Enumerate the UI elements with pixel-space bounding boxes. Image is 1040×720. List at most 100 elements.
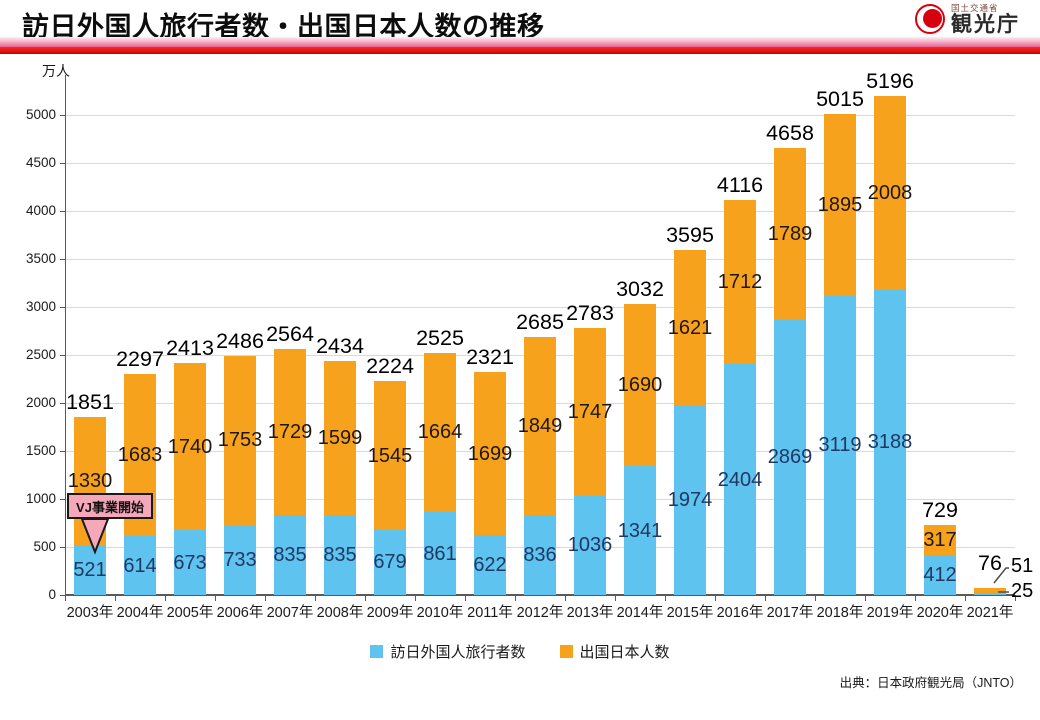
x-axis-line bbox=[65, 594, 1015, 596]
x-axis-label-2007年: 2007年 bbox=[266, 605, 314, 621]
value-label-inbound-2017年: 2869 bbox=[767, 446, 813, 469]
y-tick-4500 bbox=[60, 163, 65, 164]
value-label-outbound-2010年: 1664 bbox=[417, 421, 463, 444]
x-axis-label-2005年: 2005年 bbox=[166, 605, 214, 621]
x-axis-label-2006年: 2006年 bbox=[216, 605, 264, 621]
value-label-outbound-2005年: 1740 bbox=[167, 435, 213, 458]
value-label-inbound-2015年: 1974 bbox=[667, 489, 713, 512]
value-label-outbound-2011年: 1699 bbox=[467, 442, 513, 465]
bar-2014年-outbound bbox=[624, 304, 656, 467]
x-axis-label-2017年: 2017年 bbox=[766, 605, 814, 621]
legend-label-outbound: 出国日本人数 bbox=[579, 644, 670, 661]
bar-2011年-inbound bbox=[474, 535, 506, 595]
bar-2007年-outbound bbox=[274, 348, 306, 515]
agency-label: 観光庁 bbox=[951, 12, 1020, 36]
total-label-2016年: 4116 bbox=[716, 172, 764, 197]
bar-2020年-outbound bbox=[924, 525, 956, 556]
bar-2008年-outbound bbox=[324, 361, 356, 515]
x-tick-0 bbox=[65, 595, 66, 601]
value-label-outbound-2008年: 1599 bbox=[317, 427, 363, 450]
callout-leader-lines bbox=[993, 567, 1009, 593]
gridline-5000 bbox=[65, 115, 1015, 116]
value-label-outbound-2018年: 1895 bbox=[817, 193, 863, 216]
x-tick-15 bbox=[815, 595, 816, 601]
value-label-inbound-2011年: 622 bbox=[473, 554, 507, 577]
bar-2015年-outbound bbox=[674, 249, 706, 406]
value-label-inbound-2009年: 679 bbox=[373, 551, 407, 574]
total-label-2018年: 5015 bbox=[816, 86, 864, 111]
total-label-2011年: 2321 bbox=[466, 345, 514, 370]
bar-2012年-inbound bbox=[524, 514, 556, 595]
value-label-outbound-2007年: 1729 bbox=[267, 420, 313, 443]
value-label-inbound-2018年: 3119 bbox=[818, 434, 862, 457]
bar-2004年-inbound bbox=[124, 536, 156, 595]
total-label-2013年: 2783 bbox=[566, 300, 614, 325]
y-tick-label-500: 500 bbox=[33, 539, 56, 554]
x-axis-label-2016年: 2016年 bbox=[716, 605, 764, 621]
gridline-4000 bbox=[65, 211, 1015, 212]
bar-2020年-inbound bbox=[924, 555, 956, 595]
value-label-outbound-2009年: 1545 bbox=[367, 444, 413, 467]
total-label-2003年: 1851 bbox=[66, 390, 114, 415]
y-tick-label-3500: 3500 bbox=[25, 251, 56, 266]
y-tick-1500 bbox=[60, 451, 65, 452]
value-label-outbound-2015年: 1621 bbox=[667, 316, 713, 339]
total-label-2009年: 2224 bbox=[366, 354, 414, 379]
bar-2016年-inbound bbox=[724, 364, 756, 595]
x-tick-4 bbox=[265, 595, 266, 601]
y-tick-2000 bbox=[60, 403, 65, 404]
total-label-2005年: 2413 bbox=[166, 336, 214, 361]
bar-2006年-outbound bbox=[224, 356, 256, 525]
gridline-3500 bbox=[65, 259, 1015, 260]
value-label-inbound-2003年: 521 bbox=[73, 558, 107, 581]
bar-2013年-outbound bbox=[574, 327, 606, 496]
jta-logo: 国土交通省 観光庁 bbox=[911, 3, 1024, 36]
y-tick-5000 bbox=[60, 115, 65, 116]
x-tick-17 bbox=[915, 595, 916, 601]
bar-2005年-outbound bbox=[174, 363, 206, 531]
x-tick-3 bbox=[215, 595, 216, 601]
y-tick-label-0: 0 bbox=[48, 587, 56, 602]
bar-2018年-outbound bbox=[824, 113, 856, 296]
x-tick-16 bbox=[865, 595, 866, 601]
y-tick-label-4500: 4500 bbox=[25, 155, 56, 170]
total-label-2006年: 2486 bbox=[216, 329, 264, 354]
value-label-inbound-2020年: 412 bbox=[923, 564, 957, 587]
bar-2013年-inbound bbox=[574, 495, 606, 595]
total-label-2014年: 3032 bbox=[616, 277, 664, 302]
callout-label-inbound-2021: 25 bbox=[1011, 580, 1034, 602]
value-label-outbound-2006年: 1753 bbox=[217, 429, 263, 452]
x-tick-18 bbox=[965, 595, 966, 601]
value-label-outbound-2013年: 1747 bbox=[567, 400, 613, 423]
x-tick-7 bbox=[415, 595, 416, 601]
bar-2009年-inbound bbox=[374, 529, 406, 595]
x-axis-label-2003年: 2003年 bbox=[66, 605, 114, 621]
bar-2007年-inbound bbox=[274, 514, 306, 595]
x-tick-2 bbox=[165, 595, 166, 601]
x-tick-end bbox=[1015, 595, 1016, 601]
y-tick-label-1500: 1500 bbox=[25, 443, 56, 458]
total-label-2008年: 2434 bbox=[316, 334, 364, 359]
value-label-inbound-2010年: 861 bbox=[423, 542, 457, 565]
bar-2010年-outbound bbox=[424, 352, 456, 513]
bar-2019年-outbound bbox=[874, 96, 906, 289]
bar-2010年-inbound bbox=[424, 512, 456, 595]
value-label-outbound-2003年: 1330 bbox=[67, 470, 113, 493]
y-tick-3500 bbox=[60, 259, 65, 260]
x-axis-label-2004年: 2004年 bbox=[116, 605, 164, 621]
value-label-inbound-2004年: 614 bbox=[123, 554, 157, 577]
total-label-2010年: 2525 bbox=[416, 325, 464, 350]
y-tick-2500 bbox=[60, 355, 65, 356]
value-label-inbound-2005年: 673 bbox=[173, 551, 207, 574]
x-axis-label-2019年: 2019年 bbox=[866, 605, 914, 621]
y-tick-1000 bbox=[60, 499, 65, 500]
x-axis-label-2015年: 2015年 bbox=[666, 605, 714, 621]
annotation-pointer-icon bbox=[80, 518, 110, 555]
total-label-2004年: 2297 bbox=[116, 347, 164, 372]
bar-2016年-outbound bbox=[724, 199, 756, 365]
y-tick-0 bbox=[60, 595, 65, 596]
y-tick-label-3000: 3000 bbox=[25, 299, 56, 314]
bar-2019年-inbound bbox=[874, 288, 906, 595]
y-tick-label-5000: 5000 bbox=[25, 107, 56, 122]
value-label-inbound-2008年: 835 bbox=[323, 543, 357, 566]
